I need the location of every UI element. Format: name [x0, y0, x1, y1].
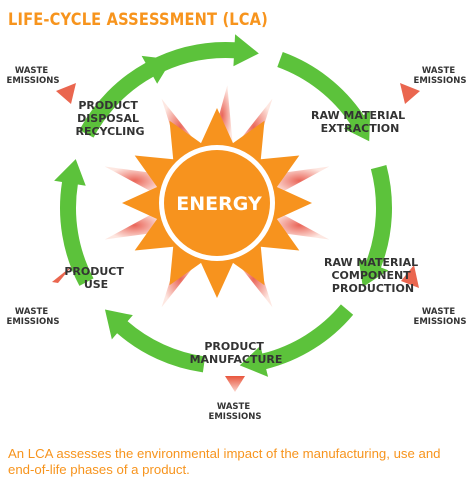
cycle-arrow — [79, 55, 172, 138]
waste-label-bottom-right: WASTE EMISSIONS — [414, 307, 467, 327]
cycle-arrow — [277, 52, 371, 142]
cycle-arrow — [239, 304, 354, 377]
waste-arrow-bottom-right — [401, 265, 419, 288]
energy-sun: ENERGY — [122, 108, 312, 298]
sun-core — [164, 150, 270, 256]
stage-product-manufacture: PRODUCT MANUFACTURE — [190, 340, 283, 366]
waste-arrows — [52, 83, 420, 392]
cycle-arrow — [148, 34, 259, 76]
waste-label-top-right: WASTE EMISSIONS — [414, 66, 467, 86]
stage-raw-material-extraction: RAW MATERIAL EXTRACTION — [311, 109, 409, 135]
page-title: LIFE-CYCLE ASSESSMENT (LCA) — [8, 10, 269, 30]
waste-label-top-left: WASTE EMISSIONS — [7, 66, 60, 86]
waste-arrow-bottom-left — [52, 266, 72, 283]
energy-label: ENERGY — [176, 193, 262, 215]
cycle-arrow — [54, 159, 94, 286]
cycle-arrows — [54, 34, 392, 377]
cycle-arrow — [104, 309, 206, 373]
stage-product-disposal-recycling: PRODUCT DISPOSAL RECYCLING — [75, 99, 144, 138]
waste-label-bottom-left: WASTE EMISSIONS — [7, 307, 60, 327]
waste-arrow-top-right — [400, 83, 420, 104]
waste-arrow-top-left — [56, 83, 76, 104]
caption: An LCA assesses the environmental impact… — [8, 446, 441, 477]
cycle-arrow — [358, 165, 392, 287]
waste-arrow-bottom — [225, 376, 245, 392]
waste-label-bottom: WASTE EMISSIONS — [209, 402, 262, 422]
lca-cycle-diagram: ENERGY RAW MATERIAL EXTRACTION RAW MATER… — [7, 34, 467, 422]
stage-product-use: PRODUCT USE — [64, 265, 127, 291]
stage-raw-material-component-production: RAW MATERIAL COMPONENT PRODUCTION — [324, 256, 422, 295]
